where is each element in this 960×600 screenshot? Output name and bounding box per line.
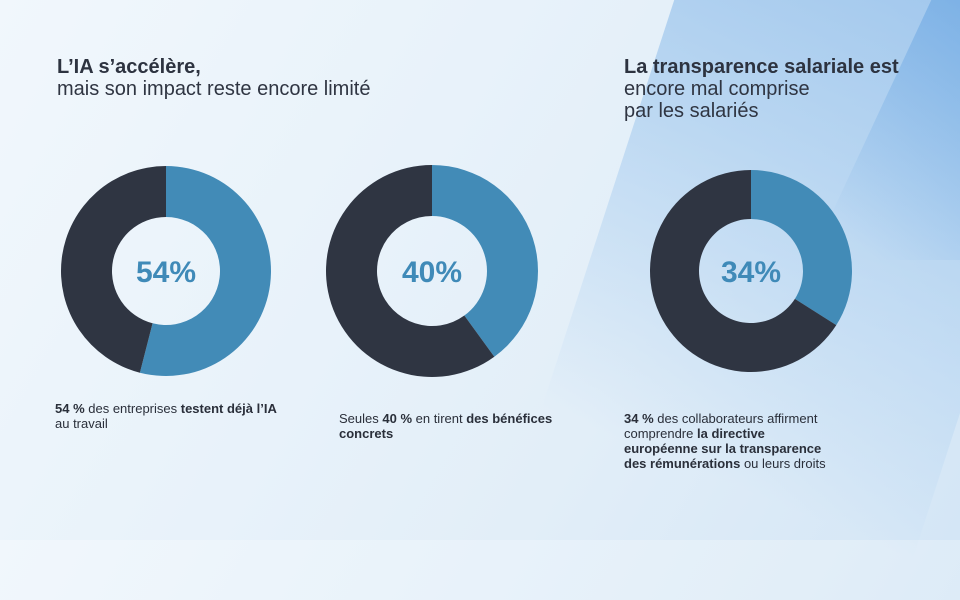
donut-chart-2: 40% <box>326 165 538 377</box>
caption-1-part-1: 54 % <box>55 401 85 416</box>
donut-slice-highlight <box>432 165 538 357</box>
heading-ai: L’IA s’accélère, mais son impact reste e… <box>57 56 370 100</box>
caption-2-part-3: en tirent <box>412 411 467 426</box>
caption-1-part-3: testent déjà l’IA <box>180 401 277 416</box>
heading-ai-title: L’IA s’accélère, <box>57 56 201 78</box>
donut-center-label: 54% <box>136 256 196 289</box>
heading-salary: La transparence salariale est encore mal… <box>624 56 899 122</box>
caption-3-part-2: des collaborateurs affirment comprendre <box>624 411 818 441</box>
donut-center-label: 40% <box>402 256 462 289</box>
donut-chart-3: 34% <box>650 170 852 372</box>
heading-salary-subtitle-line2: par les salariés <box>624 100 759 122</box>
caption-ai-testing: 54 % des entreprises testent déjà l’IA a… <box>55 401 285 431</box>
heading-salary-title: La transparence salariale est <box>624 56 899 78</box>
donut-slice-highlight <box>751 170 852 326</box>
caption-1-part-4: au travail <box>55 416 108 431</box>
caption-2-part-1: Seules <box>339 411 383 426</box>
caption-1-part-2: des entreprises <box>84 401 181 416</box>
caption-3-part-3: la directive européenne sur la transpare… <box>624 426 822 471</box>
caption-3-part-4: ou leurs droits <box>740 456 826 471</box>
donut-slice-remainder <box>650 170 837 372</box>
caption-2-part-2: 40 % <box>382 411 413 426</box>
donut-slice-highlight <box>139 166 271 376</box>
heading-ai-subtitle: mais son impact reste encore limité <box>57 78 371 100</box>
donut-center-label: 34% <box>721 256 781 289</box>
caption-ai-benefits: Seules 40 % en tirent des bénéfices conc… <box>339 411 569 441</box>
donut-chart-1: 54% <box>60 166 271 376</box>
heading-salary-subtitle-line1: encore mal comprise <box>624 78 810 100</box>
donut-slice-remainder <box>326 165 495 377</box>
caption-3-part-1: 34 % <box>624 411 654 426</box>
donut-slice-remainder <box>60 166 166 373</box>
caption-2-part-4: des bénéfices concrets <box>339 411 553 441</box>
caption-salary-directive: 34 % des collaborateurs affirment compre… <box>624 411 834 471</box>
